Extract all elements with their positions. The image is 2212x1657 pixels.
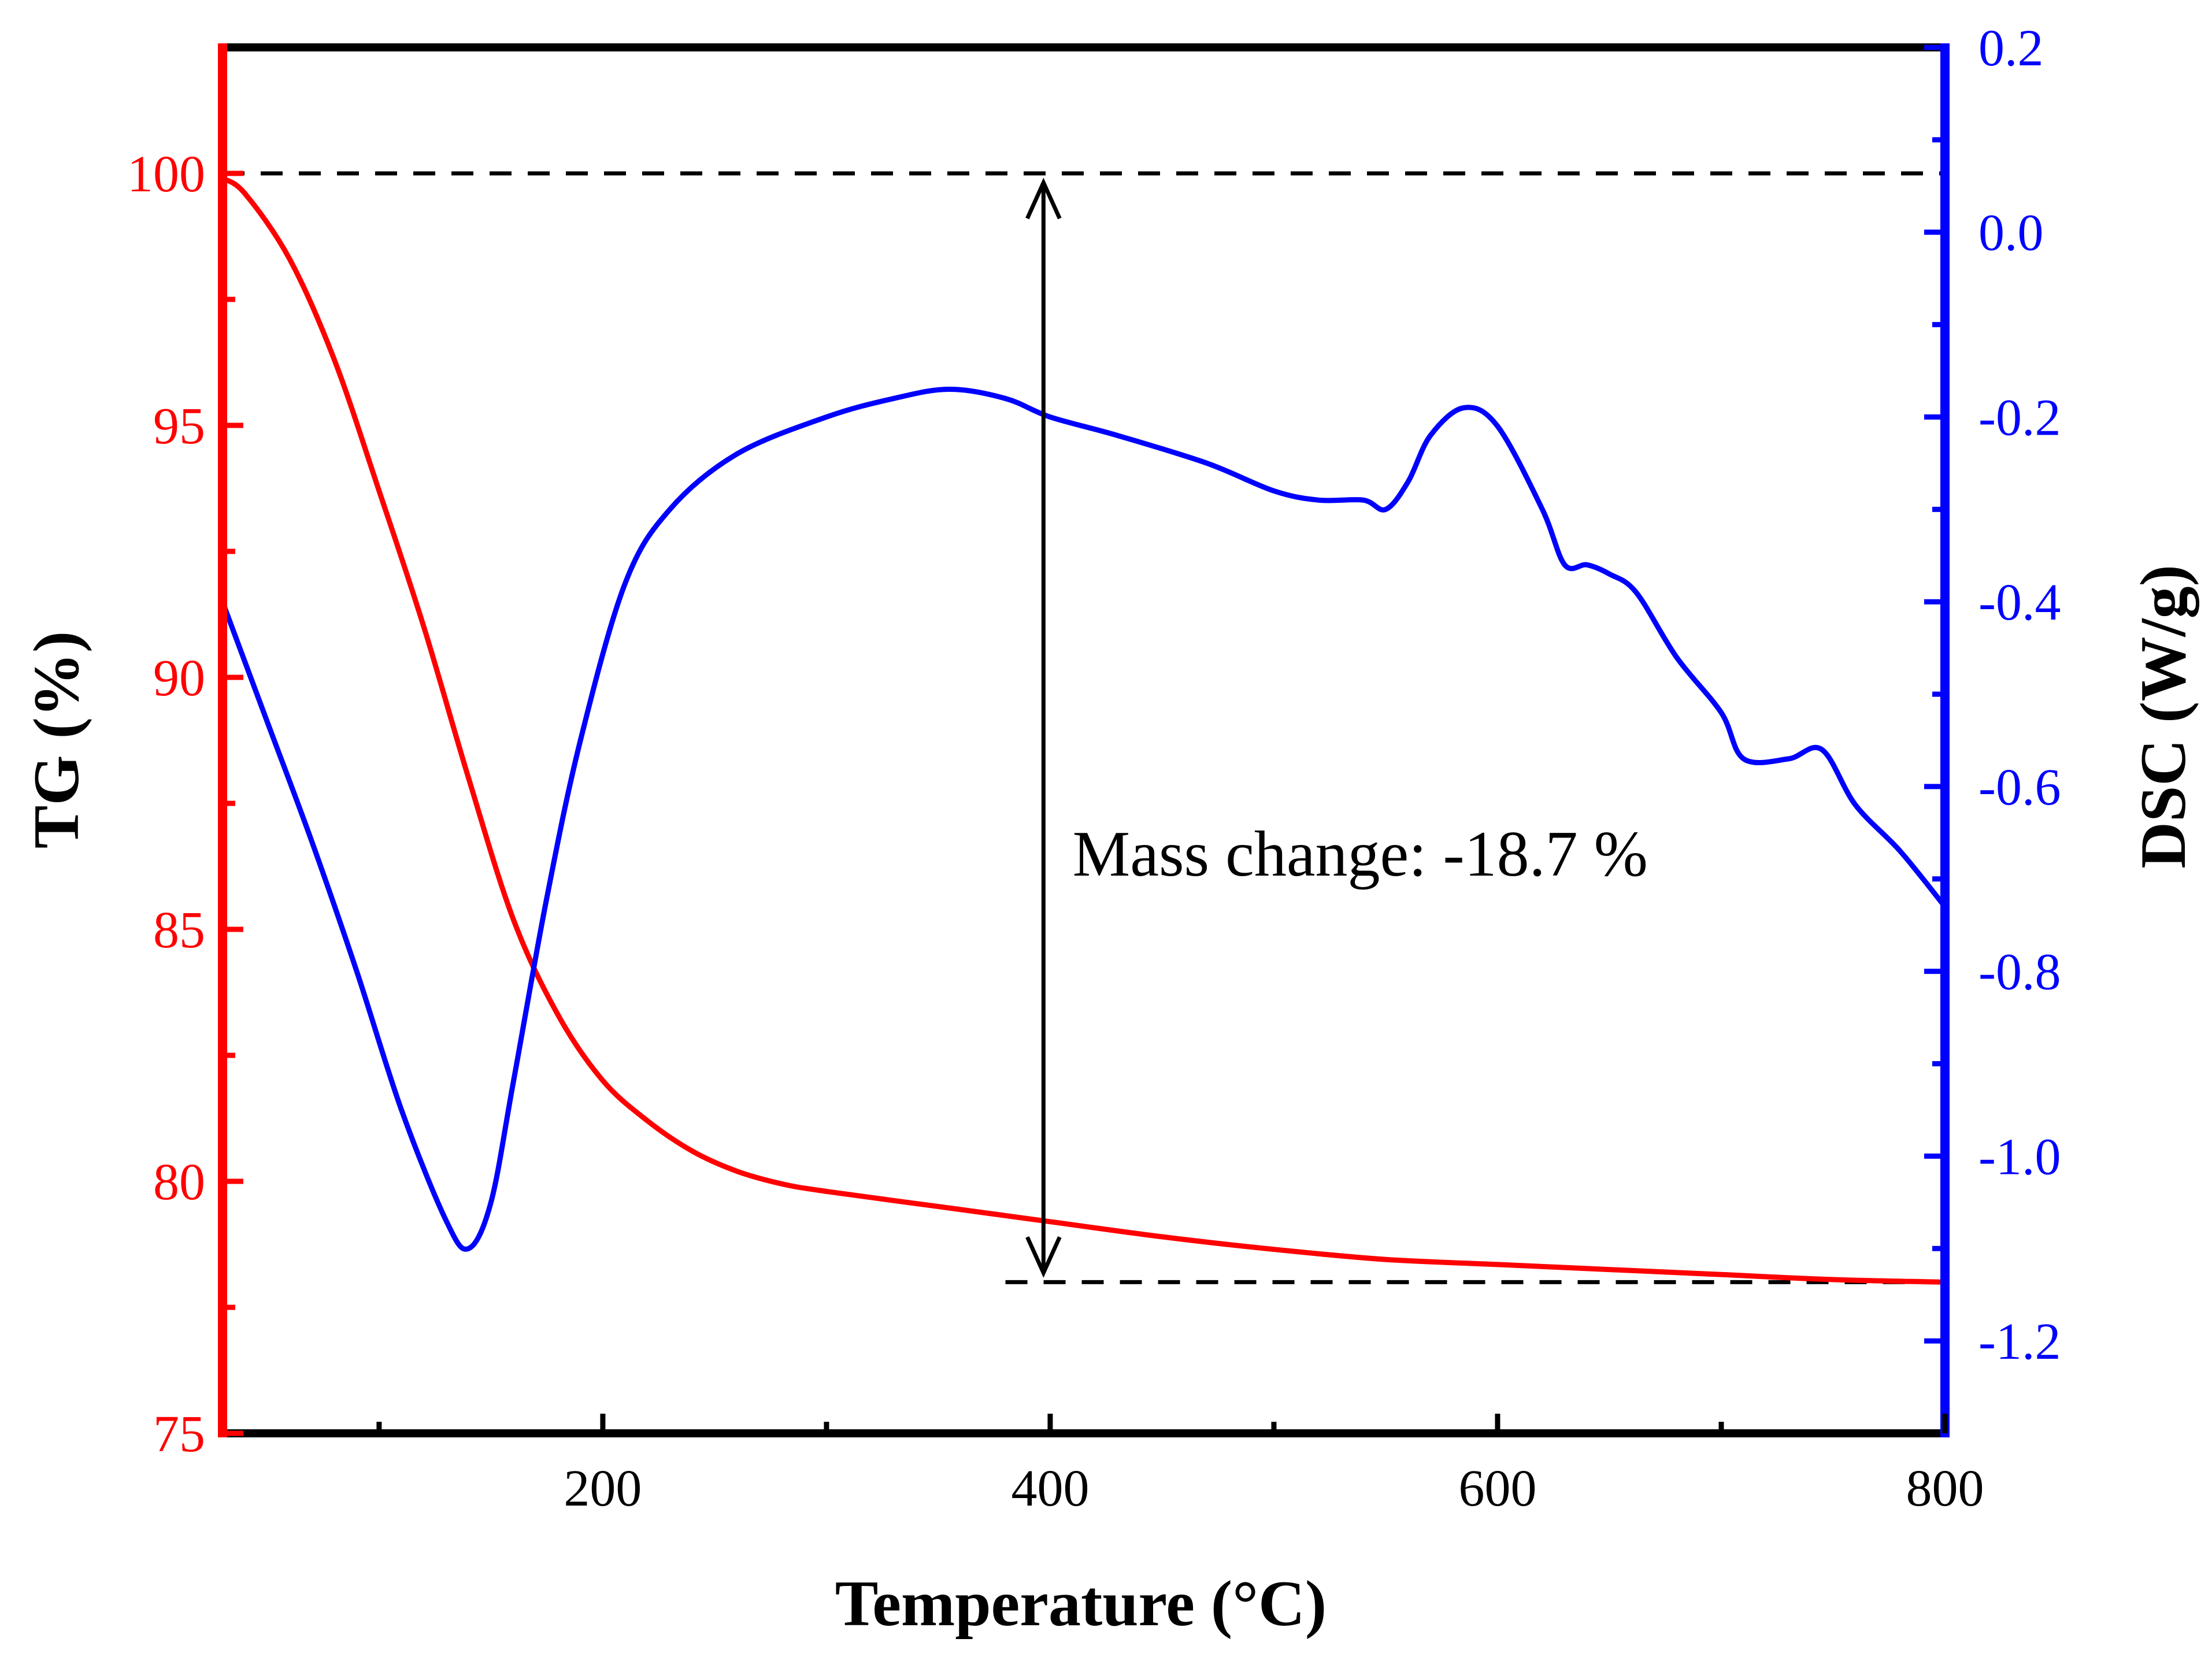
series-line-dsc [220,387,1948,1252]
y-left-tick-label-95: 95 [153,398,205,455]
y-left-tick-label-85: 85 [153,902,205,959]
x-axis-title: Temperature (°C) [835,1568,1327,1640]
y-left-tick-label-90: 90 [153,650,205,707]
x-tick-label-400: 400 [1011,1460,1089,1517]
y-right-tick-label-4: -0.4 [1978,574,2061,631]
y-right-tick-label-5: -0.2 [1978,389,2061,446]
y-right-tick-label-3: -0.6 [1978,759,2061,816]
mass-change-arrow-head-bottom [1025,1236,1062,1278]
y-right-tick-label-6: 0.0 [1978,205,2044,262]
series-line-tg [220,176,1948,1285]
y-right-axis-title: DSC (W/g) [2128,565,2199,869]
y-left-tick-label-80: 80 [153,1154,205,1211]
mass-change-label: Mass change: -18.7 % [1073,818,1648,890]
x-tick-label-600: 600 [1458,1460,1536,1517]
series-layer [220,176,1948,1285]
mass-change-arrow-head-top [1025,177,1062,220]
y-left-tick-label-100: 100 [127,146,205,203]
x-tick-label-800: 800 [1906,1460,1984,1517]
y-right-tick-label-2: -0.8 [1978,944,2061,1001]
x-tick-label-200: 200 [564,1460,642,1517]
axes-layer [218,43,1950,1437]
y-right-tick-label-0: -1.2 [1978,1313,2061,1370]
y-left-tick-label-75: 75 [153,1406,205,1463]
tick-layer: 200 400 600 800 75 80 85 90 95 100 -1.2 -1.0 -0.8 -0.… [127,20,2061,1517]
annotation-layer: Mass change: -18.7 % [1025,177,1648,1278]
y-left-axis-title: TG (%) [21,631,92,848]
y-right-tick-label-7: 0.2 [1978,20,2044,77]
reference-lines [223,171,1945,1284]
y-right-tick-label-1: -1.0 [1978,1128,2061,1185]
